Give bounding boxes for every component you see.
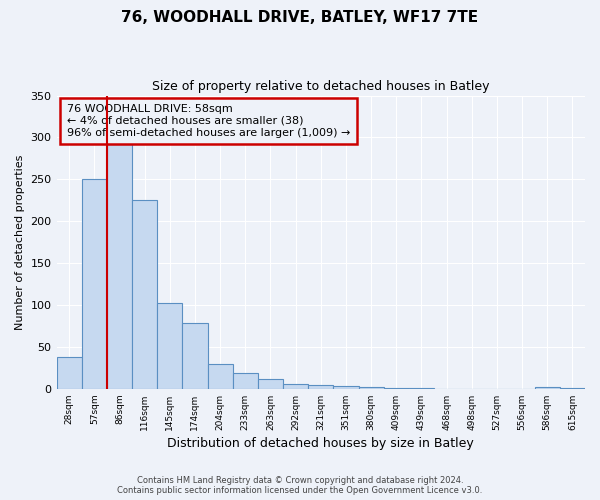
Bar — [208, 364, 233, 389]
Bar — [359, 387, 383, 389]
Bar — [535, 387, 560, 389]
Bar — [82, 180, 107, 389]
Bar — [560, 388, 585, 389]
Bar — [409, 388, 434, 389]
Bar — [334, 386, 359, 389]
Title: Size of property relative to detached houses in Batley: Size of property relative to detached ho… — [152, 80, 490, 93]
Bar — [233, 373, 258, 389]
Bar — [182, 324, 208, 389]
Bar — [56, 357, 82, 389]
Text: 76 WOODHALL DRIVE: 58sqm
← 4% of detached houses are smaller (38)
96% of semi-de: 76 WOODHALL DRIVE: 58sqm ← 4% of detache… — [67, 104, 350, 138]
Text: 76, WOODHALL DRIVE, BATLEY, WF17 7TE: 76, WOODHALL DRIVE, BATLEY, WF17 7TE — [121, 10, 479, 25]
Bar — [383, 388, 409, 389]
Text: Contains HM Land Registry data © Crown copyright and database right 2024.
Contai: Contains HM Land Registry data © Crown c… — [118, 476, 482, 495]
Bar — [258, 379, 283, 389]
Bar — [283, 384, 308, 389]
X-axis label: Distribution of detached houses by size in Batley: Distribution of detached houses by size … — [167, 437, 474, 450]
Bar — [157, 302, 182, 389]
Bar — [107, 144, 132, 389]
Bar — [132, 200, 157, 389]
Y-axis label: Number of detached properties: Number of detached properties — [15, 154, 25, 330]
Bar — [308, 386, 334, 389]
